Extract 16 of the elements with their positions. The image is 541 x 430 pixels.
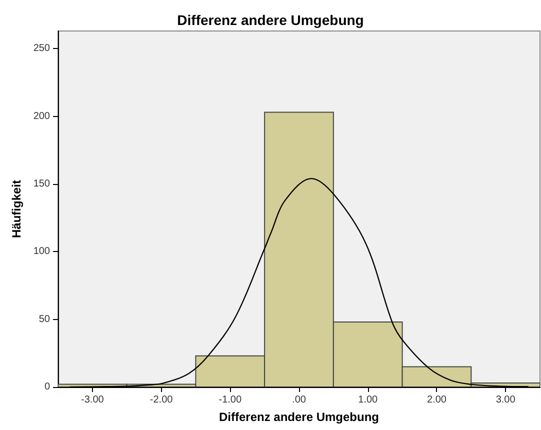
- y-tick-label: 100: [33, 246, 50, 258]
- x-tick-label: 3.00: [496, 394, 516, 406]
- x-tick-label: -2.00: [150, 394, 174, 406]
- x-axis-title: Differenz andere Umgebung: [218, 410, 380, 424]
- x-tick-label: 1.00: [358, 394, 378, 406]
- x-tick-label: 2.00: [426, 394, 447, 406]
- chart-title: Differenz andere Umgebung: [177, 12, 364, 28]
- x-tick-label: -3.00: [81, 394, 104, 406]
- y-axis-title: Häufigkeit: [9, 180, 24, 238]
- x-tick-label: .00: [292, 394, 306, 406]
- y-tick-label: 50: [38, 314, 50, 325]
- y-tick-label: 150: [33, 178, 50, 190]
- y-tick-label: 200: [33, 110, 50, 122]
- x-tick-label: -1.00: [218, 394, 242, 406]
- y-tick-label: 0: [44, 382, 50, 392]
- y-tick-label: 250: [33, 43, 50, 54]
